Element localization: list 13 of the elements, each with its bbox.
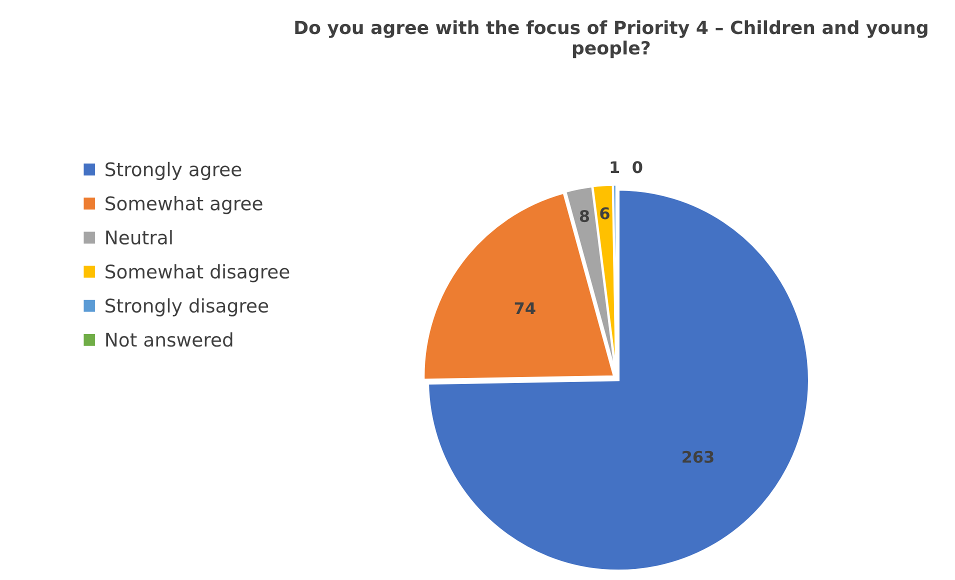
legend-label: Somewhat disagree — [106, 264, 290, 282]
legend-label: Somewhat agree — [106, 196, 262, 214]
legend-label: Strongly agree — [106, 162, 242, 180]
data-label: 74 — [514, 302, 536, 314]
legend-label: Strongly disagree — [106, 298, 268, 316]
legend-label: Neutral — [106, 230, 172, 245]
legend-label: Not answered — [106, 332, 232, 347]
data-label: 6 — [600, 207, 610, 220]
data-label: 263 — [682, 450, 714, 463]
chart-title: Do you agree with the focus of Priority 4 – Children and young people? — [295, 20, 928, 58]
data-label: 8 — [580, 210, 590, 222]
text: 0 — [632, 161, 642, 174]
data-label: 1 — [610, 161, 620, 173]
